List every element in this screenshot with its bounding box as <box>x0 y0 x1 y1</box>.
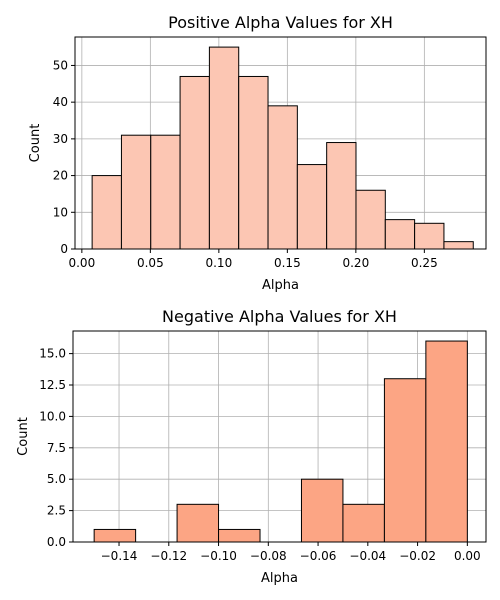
y-tick-label: 10 <box>53 205 68 219</box>
histogram-bar <box>384 219 416 250</box>
y-tick-label: 5.0 <box>47 472 66 486</box>
axes-frame <box>72 330 487 543</box>
chart-title: Negative Alpha Values for XH <box>162 307 397 326</box>
y-tick-label: 12.5 <box>39 378 66 392</box>
x-tick-label: −0.06 <box>300 549 337 563</box>
histogram-bar <box>238 75 269 250</box>
axes-frame <box>74 36 487 250</box>
x-tick-label: 0.05 <box>137 256 164 270</box>
histogram-bar <box>267 105 298 250</box>
y-tick-label: 40 <box>53 95 68 109</box>
histogram-bar <box>383 378 427 543</box>
x-tick-label: −0.02 <box>399 549 436 563</box>
histogram-bar <box>120 134 152 250</box>
histogram-bar <box>150 134 181 250</box>
x-tick-label: 0.10 <box>205 256 232 270</box>
histogram-bar <box>91 175 122 250</box>
x-axis-label: Alpha <box>261 571 298 586</box>
y-tick-label: 15.0 <box>39 347 66 361</box>
histogram-bar <box>414 222 445 250</box>
histogram-bar <box>208 46 240 250</box>
x-tick-label: −0.10 <box>200 549 237 563</box>
histogram-bar <box>93 528 137 543</box>
histogram-bar <box>300 478 344 543</box>
histogram-bar <box>342 503 385 543</box>
x-tick-label: 0.20 <box>342 256 369 270</box>
histogram-bar <box>355 189 386 250</box>
y-tick-label: 10.0 <box>39 409 66 423</box>
x-tick-label: −0.12 <box>150 549 187 563</box>
y-tick-label: 7.5 <box>47 441 66 455</box>
y-tick-label: 2.5 <box>47 504 66 518</box>
chart-title: Positive Alpha Values for XH <box>168 13 393 32</box>
x-tick-label: 0.00 <box>454 549 481 563</box>
chart-negative-alpha: −0.14 −0.12 −0.10 −0.08 −0.06 −0.04 −0.02 0.00 0… <box>16 307 487 586</box>
y-tick-label: 30 <box>53 132 68 146</box>
y-axis-label: Count <box>16 417 31 456</box>
histogram-bar <box>326 142 357 250</box>
x-tick-label: −0.08 <box>250 549 287 563</box>
x-tick-label: −0.14 <box>101 549 138 563</box>
histogram-bar <box>425 340 468 543</box>
y-tick-label: 50 <box>53 58 68 72</box>
y-tick-label: 0.0 <box>47 535 66 549</box>
histogram-bar <box>218 528 261 543</box>
x-axis-label: Alpha <box>262 278 299 293</box>
chart-positive-alpha: 0.00 0.05 0.10 0.15 0.20 0.25 0 10 20 30 40 50 Posit… <box>28 13 487 293</box>
x-tick-label: 0.15 <box>274 256 301 270</box>
x-tick-label: 0.25 <box>411 256 438 270</box>
histogram-bar <box>296 164 328 250</box>
y-tick-label: 0 <box>60 242 68 256</box>
histogram-bar <box>179 75 210 250</box>
y-tick-label: 20 <box>53 169 68 183</box>
x-tick-label: 0.00 <box>68 256 95 270</box>
y-axis-label: Count <box>28 124 43 163</box>
histogram-bar <box>176 503 220 543</box>
x-tick-label: −0.04 <box>349 549 386 563</box>
histogram-bar <box>443 241 474 250</box>
